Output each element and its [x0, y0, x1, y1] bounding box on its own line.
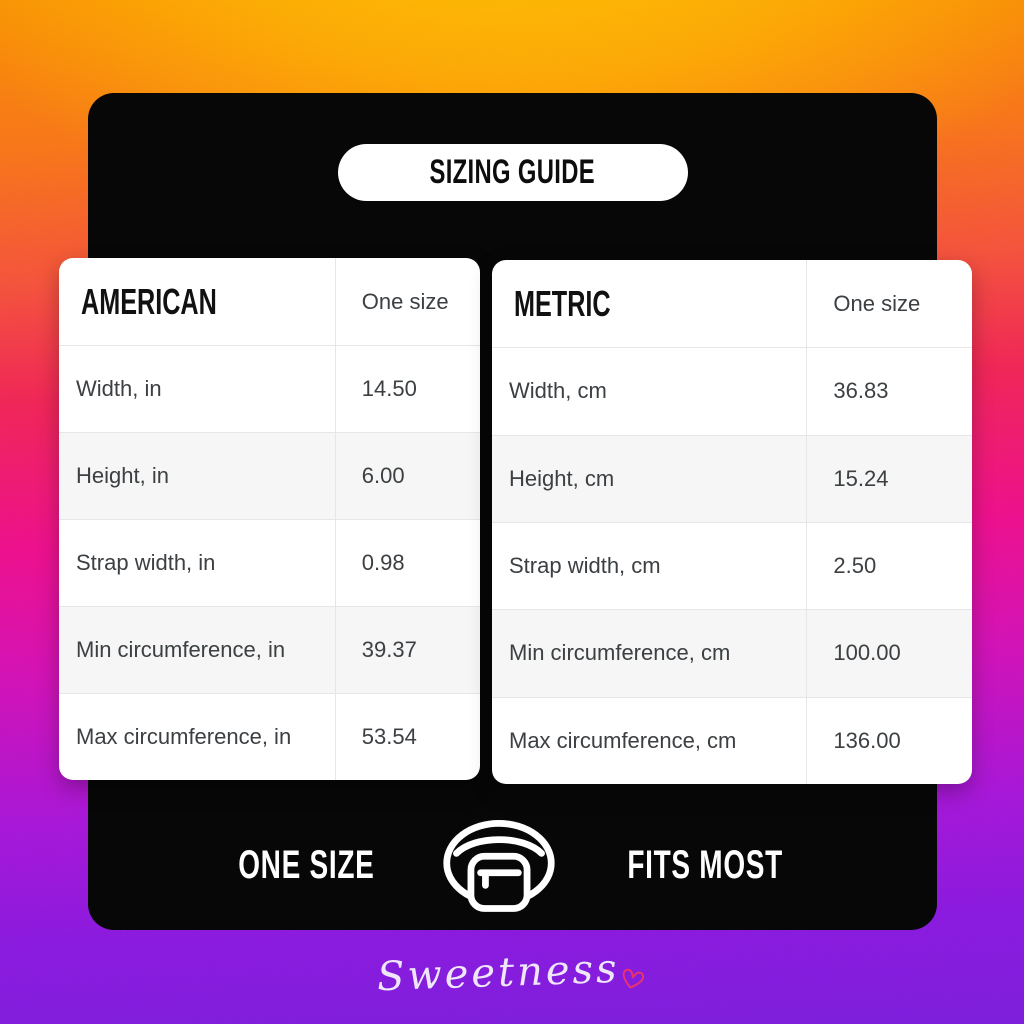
- row-value: 14.50: [361, 376, 417, 401]
- column-header-one-size: One size: [833, 290, 921, 316]
- row-label: Max circumference, in: [76, 724, 292, 749]
- row-value: 100.00: [833, 640, 901, 666]
- row-label: Width, in: [76, 376, 162, 401]
- table-row: Width, cm 36.83: [492, 347, 972, 435]
- table-row: Strap width, in 0.98: [59, 519, 480, 606]
- column-header-one-size: One size: [361, 288, 449, 314]
- row-label: Width, cm: [509, 378, 607, 404]
- table-row: Height, cm 15.24: [492, 434, 972, 522]
- row-value: 39.37: [361, 637, 417, 662]
- row-label: Height, in: [76, 463, 169, 488]
- table-row: Min circumference, cm 100.00: [492, 609, 972, 697]
- brand-name: Sweetness: [375, 945, 620, 1001]
- one-size-label: ONE SIZE: [238, 842, 375, 887]
- row-value: 2.50: [833, 553, 877, 579]
- fits-most-label: FITS MOST: [627, 842, 783, 887]
- table-title-metric: METRIC: [514, 282, 611, 324]
- metric-size-table: METRIC One size Width, cm 36.83 Height, …: [492, 260, 972, 784]
- row-label: Strap width, cm: [509, 553, 661, 579]
- table-row: Strap width, cm 2.50: [492, 522, 972, 610]
- one-size-fits-most-banner: ONE SIZE FITS MOST: [88, 800, 937, 930]
- table-header-row: METRIC One size: [492, 260, 972, 348]
- table-row: Min circumference, in 39.37: [59, 606, 480, 693]
- sizing-guide-title: SIZING GUIDE: [429, 153, 596, 191]
- row-label: Min circumference, cm: [509, 640, 731, 666]
- fanny-pack-icon: [443, 819, 555, 912]
- row-value: 0.98: [361, 550, 405, 575]
- row-label: Min circumference, in: [76, 637, 286, 662]
- american-size-table: AMERICAN One size Width, in 14.50 Height…: [59, 258, 480, 780]
- row-value: 36.83: [833, 378, 889, 404]
- row-value: 136.00: [833, 727, 901, 753]
- table-row: Height, in 6.00: [59, 432, 480, 519]
- table-header-row: AMERICAN One size: [59, 258, 480, 345]
- row-label: Max circumference, cm: [509, 727, 737, 753]
- row-value: 6.00: [361, 463, 405, 488]
- table-row: Max circumference, cm 136.00: [492, 696, 972, 784]
- heart-icon: [622, 968, 645, 989]
- row-value: 53.54: [361, 724, 417, 749]
- table-row: Width, in 14.50: [59, 345, 480, 432]
- sizing-guide-pill: SIZING GUIDE: [337, 144, 688, 201]
- table-title-american: AMERICAN: [81, 280, 217, 322]
- row-label: Strap width, in: [76, 550, 216, 575]
- row-label: Height, cm: [509, 465, 615, 491]
- row-value: 15.24: [833, 465, 889, 491]
- brand-signature: Sweetness: [0, 933, 1024, 1013]
- table-row: Max circumference, in 53.54: [59, 693, 480, 780]
